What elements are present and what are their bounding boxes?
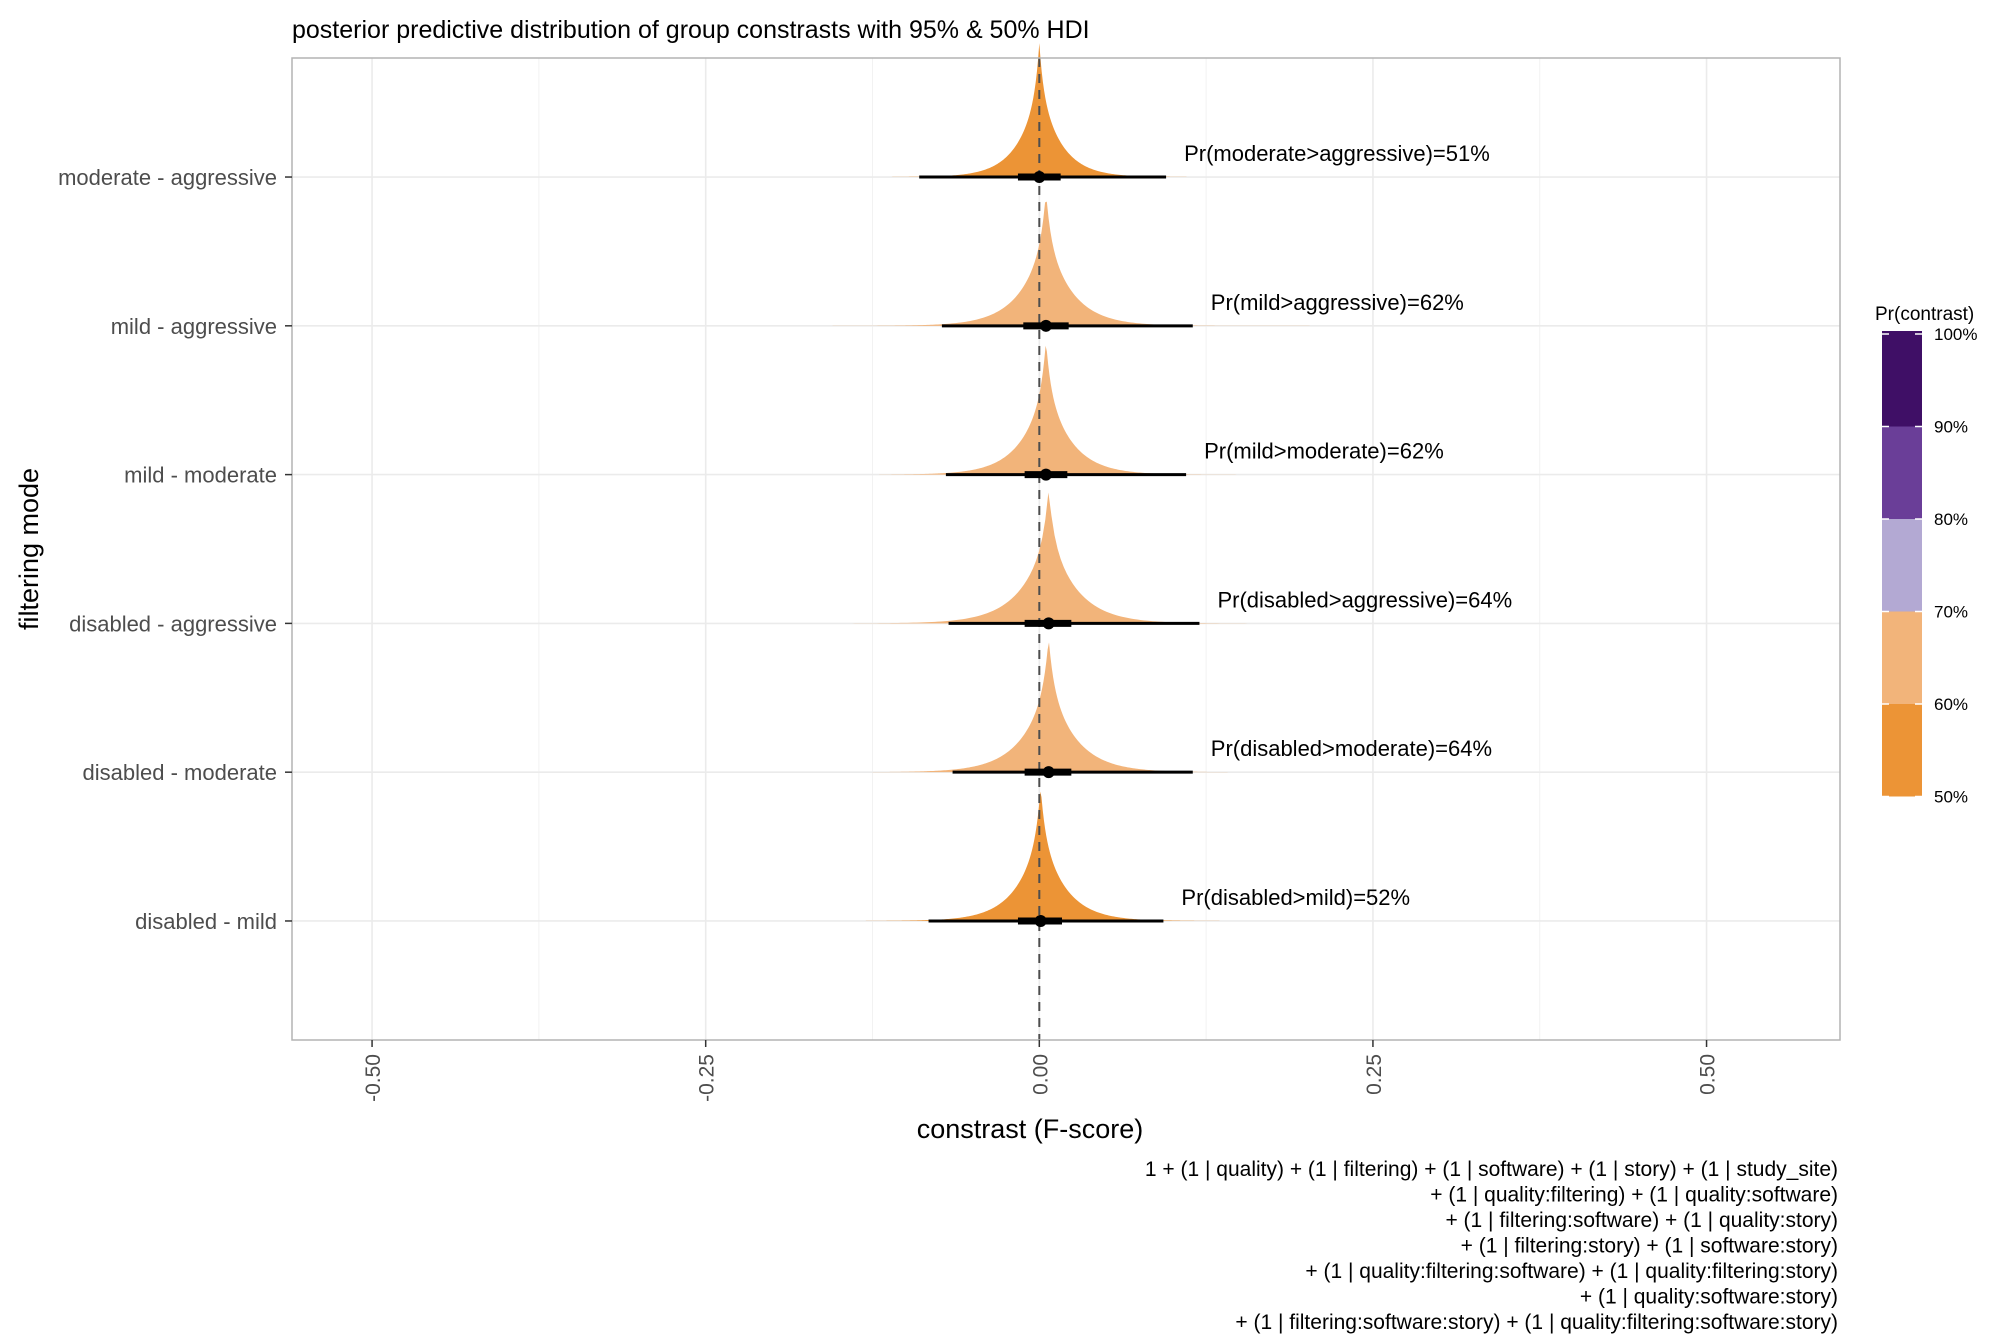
- x-axis-ticks: -0.50 -0.25 0.00 0.25 0.50: [362, 1040, 1720, 1102]
- legend-bin-label: 60%: [1934, 695, 1968, 714]
- x-tick-label: 0.50: [1697, 1054, 1720, 1095]
- legend-bin-label: 50%: [1934, 788, 1968, 807]
- probability-labels: Pr(moderate>aggressive)=51% Pr(mild>aggre…: [1181, 141, 1512, 910]
- caption-line: + (1 | filtering:software) + (1 | qualit…: [1445, 1209, 1838, 1232]
- caption-line: + (1 | quality:filtering) + (1 | quality…: [1430, 1184, 1838, 1207]
- median-point: [1042, 617, 1055, 630]
- probability-label: Pr(disabled>aggressive)=64%: [1217, 587, 1512, 612]
- x-tick-label: 0.00: [1029, 1054, 1052, 1095]
- median-point: [1033, 171, 1046, 184]
- plot-panel: Pr(moderate>aggressive)=51% Pr(mild>aggre…: [291, 43, 1841, 1041]
- interval-layer: [919, 171, 1200, 927]
- caption-line: + (1 | filtering:story) + (1 | software:…: [1461, 1235, 1838, 1258]
- legend-bin-label: 70%: [1934, 603, 1968, 622]
- legend-color-bin: [1882, 334, 1922, 427]
- y-tick-label: disabled - moderate: [83, 760, 277, 785]
- y-tick-label: disabled - aggressive: [69, 611, 277, 636]
- caption-line: + (1 | quality:software:story): [1580, 1286, 1838, 1309]
- median-point: [1039, 468, 1052, 481]
- median-point: [1042, 766, 1055, 779]
- probability-label: Pr(disabled>moderate)=64%: [1211, 736, 1492, 761]
- legend-color-bin: [1882, 611, 1922, 704]
- median-point: [1034, 914, 1047, 927]
- y-axis-ticks: moderate - aggressive mild - aggressive mi…: [58, 165, 292, 934]
- caption-line: + (1 | filtering:software:story) + (1 | …: [1235, 1311, 1838, 1334]
- density-disabled-mild: [865, 791, 1220, 921]
- legend-color-bin: [1882, 519, 1922, 612]
- x-axis-label: constrast (F-score): [917, 1114, 1144, 1144]
- model-formula-caption: 1 + (1 | quality) + (1 | filtering) + (1…: [1145, 1158, 1838, 1334]
- x-tick-label: -0.25: [696, 1054, 719, 1102]
- probability-label: Pr(disabled>mild)=52%: [1181, 885, 1410, 910]
- chart-title: posterior predictive distribution of gro…: [292, 16, 1090, 44]
- y-tick-label: moderate - aggressive: [58, 165, 277, 190]
- legend-color-bin: [1882, 426, 1922, 519]
- probability-label: Pr(mild>aggressive)=62%: [1211, 290, 1464, 315]
- caption-line: 1 + (1 | quality) + (1 | filtering) + (1…: [1145, 1158, 1838, 1181]
- y-tick-label: mild - moderate: [124, 463, 277, 488]
- probability-label: Pr(mild>moderate)=62%: [1204, 439, 1444, 464]
- legend-bin-label: 80%: [1934, 510, 1968, 529]
- density-mild-moderate: [879, 345, 1267, 475]
- y-axis-label: filtering mode: [14, 468, 44, 630]
- y-tick-label: disabled - mild: [135, 909, 277, 934]
- y-tick-label: mild - aggressive: [111, 314, 277, 339]
- legend-title: Pr(contrast): [1875, 304, 1974, 325]
- density-disabled-moderate: [872, 642, 1287, 773]
- legend-bin-label: 100%: [1934, 325, 1977, 344]
- x-tick-label: -0.50: [362, 1054, 385, 1102]
- probability-label: Pr(moderate>aggressive)=51%: [1184, 141, 1490, 166]
- legend-bin-label: 90%: [1934, 418, 1968, 437]
- median-point: [1039, 319, 1052, 332]
- caption-line: + (1 | quality:filtering:software) + (1 …: [1305, 1260, 1838, 1283]
- legend: Pr(contrast) 50% 60% 70% 80% 90% 100%: [1875, 304, 1977, 807]
- legend-color-bin: [1882, 704, 1922, 797]
- x-tick-label: 0.25: [1363, 1054, 1386, 1095]
